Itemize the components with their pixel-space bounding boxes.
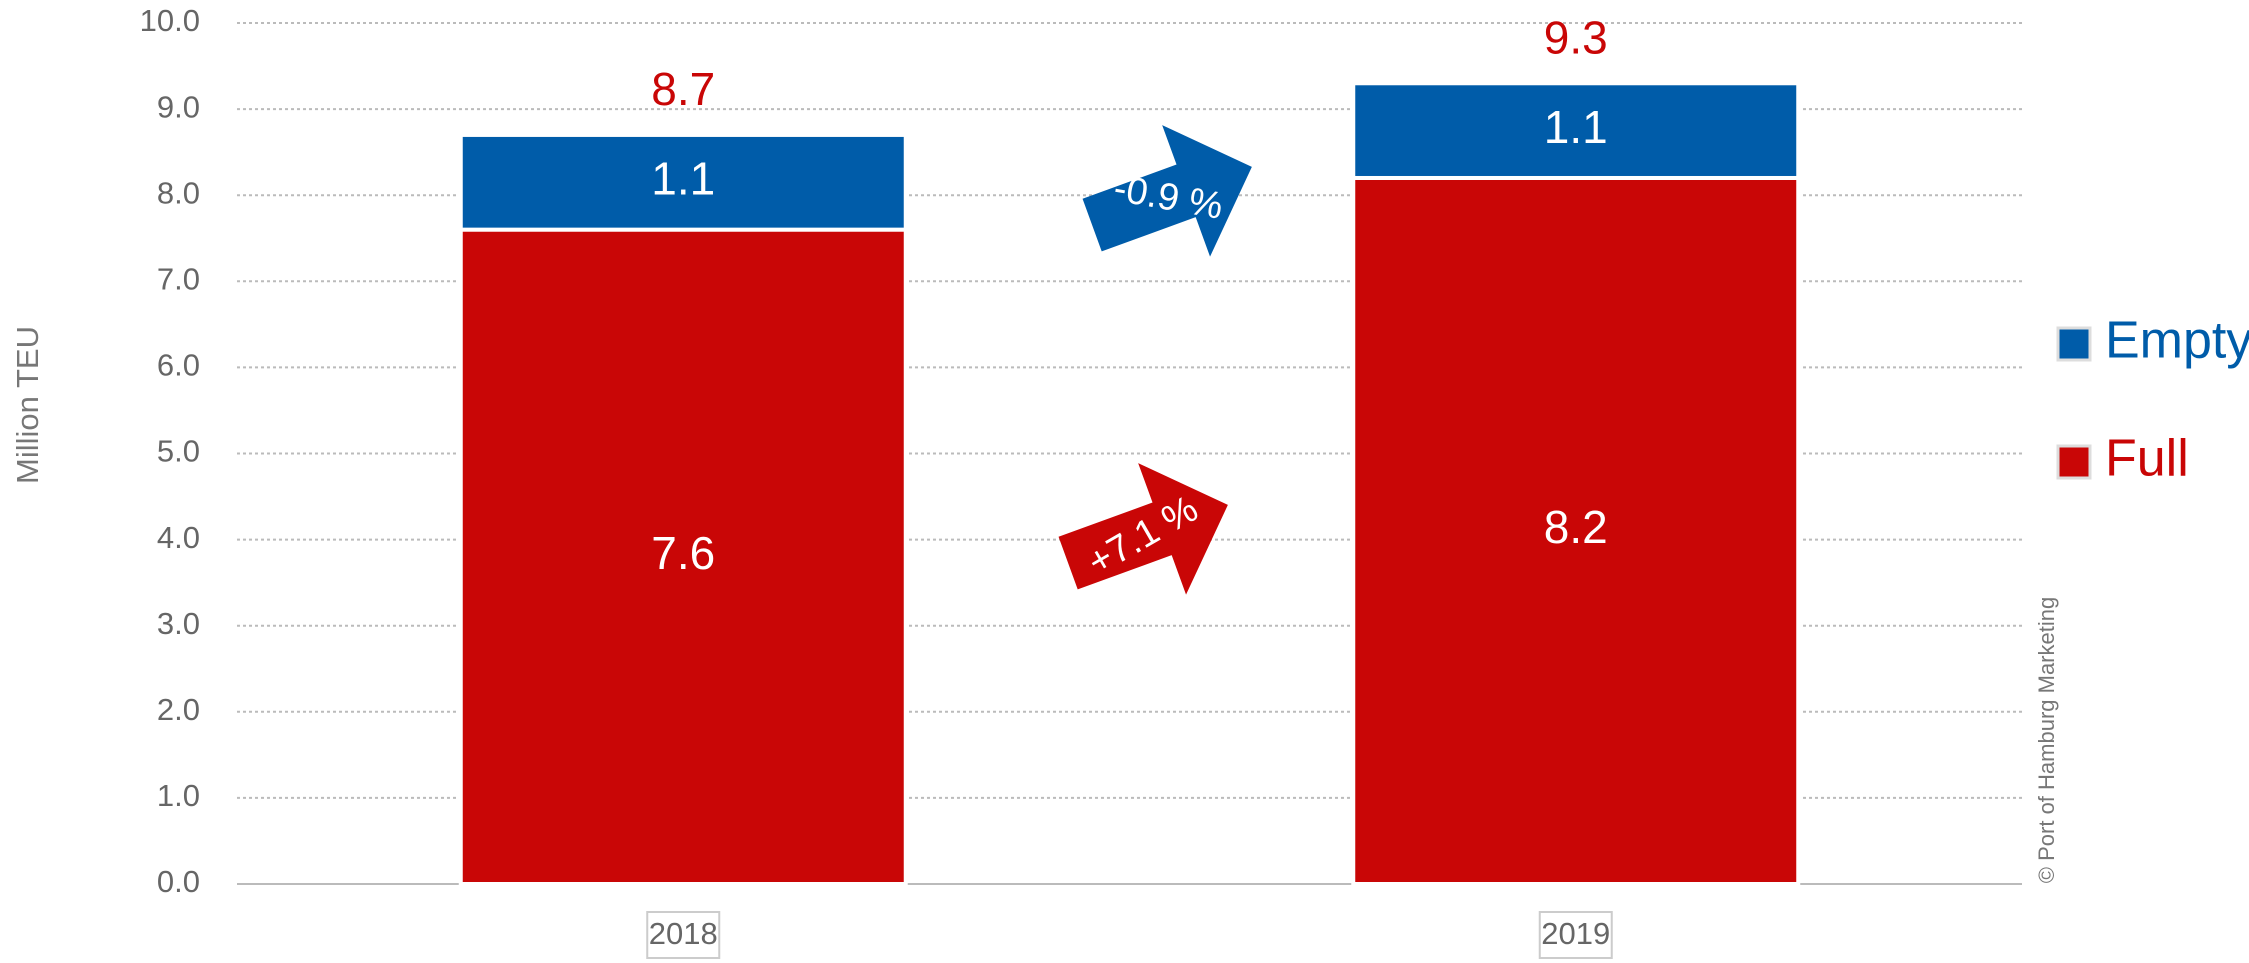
y-axis-label: Million TEU: [10, 326, 45, 484]
arrow-empty: -0.9 %: [1082, 125, 1252, 257]
x-tick-box: [646, 911, 721, 959]
total-label: 9.3: [1544, 11, 1608, 63]
y-tick-label: 4.0: [157, 520, 200, 555]
data-label: 1.1: [651, 152, 715, 204]
y-tick-label: 2.0: [157, 692, 200, 727]
arrow-shape: [1082, 125, 1252, 257]
total-label: 8.7: [651, 63, 715, 115]
data-label: 7.6: [651, 527, 715, 579]
y-tick-label: 8.0: [157, 175, 200, 210]
y-tick-label: 10.0: [140, 3, 200, 38]
arrow-full: +7.1 %: [1058, 463, 1228, 595]
credit: © Port of Hamburg Marketing: [2034, 597, 2059, 883]
bar-segment: [1351, 81, 1801, 180]
y-tick-label: 0.0: [157, 864, 200, 899]
bar-segment: [458, 132, 908, 232]
legend-label: Empty: [2105, 312, 2249, 370]
legend-label: Full: [2105, 430, 2189, 488]
y-tick-label: 6.0: [157, 348, 200, 383]
y-tick-label: 9.0: [157, 89, 200, 124]
y-tick-label: 3.0: [157, 606, 200, 641]
y-tick-label: 1.0: [157, 778, 200, 813]
arrow-shape: [1058, 463, 1228, 595]
bar-segment: [1351, 175, 1801, 887]
y-tick-label: 5.0: [157, 434, 200, 469]
data-label: 8.2: [1544, 501, 1608, 553]
data-label: 1.1: [1544, 101, 1608, 153]
x-tick-box: [1538, 911, 1613, 959]
plot: 0.0 1.0 2.0 3.0 4.0 5.0 6.0 7.0 8.0 9.0 10.0 7.6 1.1…: [140, 3, 2249, 959]
legend-swatch: [2056, 326, 2092, 362]
x-tick-label: 2018: [649, 916, 718, 951]
legend-swatch: [2056, 444, 2092, 480]
x-tick-label: 2019: [1541, 916, 1610, 951]
y-tick-label: 7.0: [157, 261, 200, 296]
